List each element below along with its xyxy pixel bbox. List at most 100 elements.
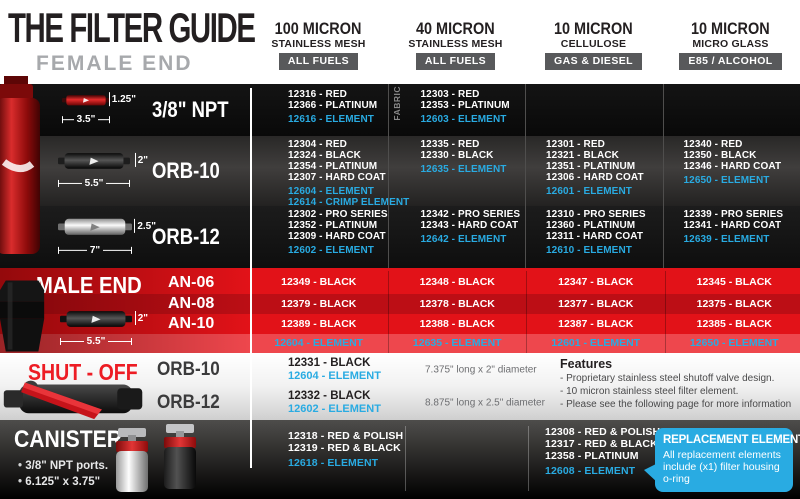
element-number: 12608 - ELEMENT bbox=[545, 465, 636, 477]
part-number: 12301 - RED bbox=[546, 139, 605, 150]
element-number: 12602 - ELEMENT bbox=[288, 245, 374, 256]
media-label: CELLULOSE bbox=[560, 38, 627, 50]
row-header: 2.5" 7" ORB-12 bbox=[0, 206, 250, 268]
part-number: 12379 - BLACK bbox=[281, 298, 357, 310]
female-end-table: 1.25" 3.5" 3/8" NPT 12316 - RED 12366 - … bbox=[0, 84, 800, 268]
shut-off-title: SHUT - OFF bbox=[28, 359, 138, 385]
part-number: 12352 - PLATINUM bbox=[288, 220, 378, 231]
part-number: 12349 - BLACK bbox=[281, 276, 357, 288]
parts-cell: 12302 - PRO SERIES 12352 - PLATINUM 1230… bbox=[250, 206, 388, 268]
part-number: 12341 - HARD COAT bbox=[683, 220, 782, 231]
part-number: 12321 - BLACK bbox=[546, 150, 619, 161]
element-number: 12635 - ELEMENT bbox=[387, 334, 527, 353]
table-row: 2.5" 7" ORB-12 12302 - PRO SERIES 12352 … bbox=[0, 206, 800, 268]
row-header: 1.25" 3.5" 3/8" NPT bbox=[0, 84, 250, 136]
size-note: 8.875" long x 2.5" diameter bbox=[425, 397, 545, 409]
shut-off-section: ORB-10 12331 - BLACK 12604 - ELEMENT 7.3… bbox=[0, 353, 800, 420]
element-number: 12604 - ELEMENT bbox=[288, 370, 381, 382]
element-number: 12601 - ELEMENT bbox=[526, 334, 665, 353]
fuel-badge: ALL FUELS bbox=[415, 53, 496, 70]
table-row: 2" 5.5" ORB-10 12304 - RED 12324 - BLACK… bbox=[0, 136, 800, 208]
part-number: 12347 - BLACK bbox=[526, 271, 665, 294]
parts-cell: 12331 - BLACK 12604 - ELEMENT bbox=[288, 357, 381, 383]
part-number: 12302 - PRO SERIES bbox=[288, 209, 388, 220]
feature-item: - 10 micron stainless steel filter eleme… bbox=[560, 386, 739, 397]
micron-label: 10 MICRON bbox=[554, 19, 633, 38]
row-label: ORB-12 bbox=[152, 224, 220, 249]
row-label: AN-06 bbox=[168, 273, 215, 291]
canister-filters-icon bbox=[116, 424, 196, 492]
parts-cell: 12340 - RED 12350 - BLACK 12346 - HARD C… bbox=[662, 136, 800, 206]
callout-title: REPLACEMENT ELEMENTS bbox=[663, 434, 800, 446]
row-label: ORB-10 bbox=[152, 158, 220, 183]
canister-title: CANISTER bbox=[14, 426, 122, 453]
features-block: Features - Proprietary stainless steel s… bbox=[560, 357, 791, 411]
fuel-badge: E85 / ALCOHOL bbox=[679, 53, 782, 70]
part-number: 12366 - PLATINUM bbox=[288, 100, 378, 111]
height-dimension: 1.25" bbox=[108, 92, 136, 107]
inline-filter-figure: 2" 5.5" bbox=[60, 308, 148, 347]
row-label: 3/8" NPT bbox=[152, 97, 229, 122]
part-number: 12324 - BLACK bbox=[288, 150, 361, 161]
parts-cell: 12342 - PRO SERIES 12343 - HARD COAT 126… bbox=[387, 206, 526, 268]
part-number: 12377 - BLACK bbox=[526, 294, 665, 314]
part-number: 12319 - RED & BLACK bbox=[288, 442, 401, 454]
feature-item: - Please see the following page for more… bbox=[560, 399, 792, 410]
column-header-100-micron: 100 MICRON STAINLESS MESH ALL FUELS bbox=[250, 20, 387, 70]
element-number: 12639 - ELEMENT bbox=[683, 234, 770, 245]
parts-cell: 12304 - RED 12324 - BLACK 12354 - PLATIN… bbox=[250, 136, 409, 208]
shutoff-valve-icon bbox=[3, 380, 143, 420]
table-row: AN-08 12379 - BLACK 12378 - BLACK 12377 … bbox=[0, 294, 800, 314]
black-filter-icon bbox=[60, 311, 132, 327]
part-number: 12346 - HARD COAT bbox=[683, 161, 782, 172]
media-label: MICRO GLASS bbox=[692, 38, 769, 50]
fuel-badge: GAS & DIESEL bbox=[545, 53, 642, 70]
fabric-note: FABRIC bbox=[391, 86, 402, 121]
micron-label: 40 MICRON bbox=[416, 19, 495, 38]
element-number: 12618 - ELEMENT bbox=[288, 457, 379, 469]
parts-cell: 12332 - BLACK 12602 - ELEMENT bbox=[288, 390, 381, 416]
height-dimension: 2.5" bbox=[134, 218, 156, 233]
part-number: 12311 - HARD COAT bbox=[546, 231, 644, 242]
part-number: 12343 - HARD COAT bbox=[420, 220, 519, 231]
column-divider bbox=[528, 426, 529, 491]
page-title: THE FILTER GUIDE bbox=[8, 4, 256, 51]
male-end-title: MALE END bbox=[36, 272, 142, 298]
female-end-subtitle: FEMALE END bbox=[36, 52, 193, 75]
parts-cell: 12335 - RED 12330 - BLACK 12635 - ELEMEN… bbox=[387, 136, 526, 206]
table-row: 1.25" 3.5" 3/8" NPT 12316 - RED 12366 - … bbox=[0, 84, 800, 136]
male-fitting-photo bbox=[0, 280, 45, 352]
element-number: 12602 - ELEMENT bbox=[288, 403, 381, 415]
part-number: 12303 - RED bbox=[420, 89, 480, 100]
part-number: 12335 - RED bbox=[420, 139, 480, 150]
element-number: 12650 - ELEMENT bbox=[683, 175, 770, 186]
column-header-40-micron: 40 MICRON STAINLESS MESH ALL FUELS bbox=[387, 20, 524, 70]
callout-tail bbox=[644, 463, 658, 483]
table-row: ORB-10 12331 - BLACK 12604 - ELEMENT 7.3… bbox=[0, 353, 800, 386]
size-note: 7.375" long x 2" diameter bbox=[425, 364, 537, 375]
width-dimension: 5.5" bbox=[58, 178, 130, 189]
element-number: 12610 - ELEMENT bbox=[546, 245, 632, 256]
part-number: 12342 - PRO SERIES bbox=[420, 209, 521, 220]
width-dimension: 7" bbox=[58, 245, 132, 256]
part-number: 12388 - BLACK bbox=[387, 314, 527, 334]
part-number: 12307 - HARD COAT bbox=[288, 172, 386, 183]
replacement-elements-callout: REPLACEMENT ELEMENTS All replacement ele… bbox=[644, 428, 800, 492]
part-number: 12304 - RED bbox=[288, 139, 347, 150]
part-number: 12339 - PRO SERIES bbox=[683, 209, 784, 220]
red-filter-icon bbox=[62, 94, 110, 106]
inline-filter-figure: 2.5" 7" bbox=[58, 215, 156, 256]
part-number: 12345 - BLACK bbox=[664, 271, 800, 294]
black-filter-icon bbox=[58, 153, 130, 169]
part-number: 12358 - PLATINUM bbox=[545, 450, 639, 462]
part-number: 12348 - BLACK bbox=[387, 271, 527, 294]
part-number: 12317 - RED & BLACK bbox=[545, 438, 658, 450]
part-number: 12306 - HARD COAT bbox=[546, 172, 644, 183]
width-dimension: 3.5" bbox=[62, 114, 110, 125]
red-filter-photo bbox=[0, 76, 40, 254]
inline-filter-figure: 2" 5.5" bbox=[58, 150, 148, 189]
element-number: 12616 - ELEMENT bbox=[288, 114, 374, 125]
row-label: ORB-12 bbox=[157, 392, 220, 413]
element-number: 12635 - ELEMENT bbox=[420, 164, 507, 175]
